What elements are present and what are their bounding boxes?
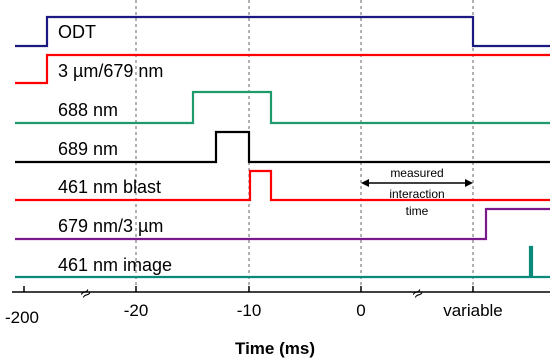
tick-label-minus-200: -200 (5, 308, 39, 327)
nm688-waveform (15, 90, 550, 125)
tick-label-minus-10: -10 (237, 301, 262, 320)
annotation-line-2: interaction (389, 187, 444, 201)
channel-label-461nm-image: 461 nm image (58, 255, 172, 275)
axis-title: Time (ms) (235, 339, 315, 358)
channel-label-odt: ODT (58, 22, 96, 42)
tick-label-variable: variable (443, 301, 503, 320)
time-gridlines (135, 0, 474, 292)
odt-waveform (15, 15, 550, 48)
arrowhead-left-icon (361, 179, 369, 187)
blast461-waveform (15, 169, 550, 202)
channel-label-689nm: 689 nm (58, 139, 118, 159)
time-axis: ≈ ≈ -200 -20 -10 0 variable Time (ms) (5, 283, 550, 358)
nm689-waveform (15, 130, 550, 164)
channel-label-679nm-3um: 679 nm/3 µm (58, 216, 163, 236)
arrowhead-right-icon (465, 179, 473, 187)
image461-waveform (15, 245, 550, 279)
axis-break-right-icon: ≈ (408, 283, 427, 304)
tick-label-minus-20: -20 (124, 301, 149, 320)
tick-label-zero: 0 (356, 301, 365, 320)
channel-label-3um-679nm: 3 µm/679 nm (58, 61, 163, 81)
annotation-line-3: time (406, 204, 429, 218)
channel-label-688nm: 688 nm (58, 100, 118, 120)
annotation-line-1: measured (390, 166, 443, 180)
nm679-3um-waveform (15, 207, 550, 241)
axis-break-left-icon: ≈ (76, 283, 95, 304)
um3-679-waveform (15, 53, 550, 85)
interaction-time-annotation: measured interaction time (361, 166, 473, 218)
channel-label-461nm-blast: 461 nm blast (58, 177, 161, 197)
